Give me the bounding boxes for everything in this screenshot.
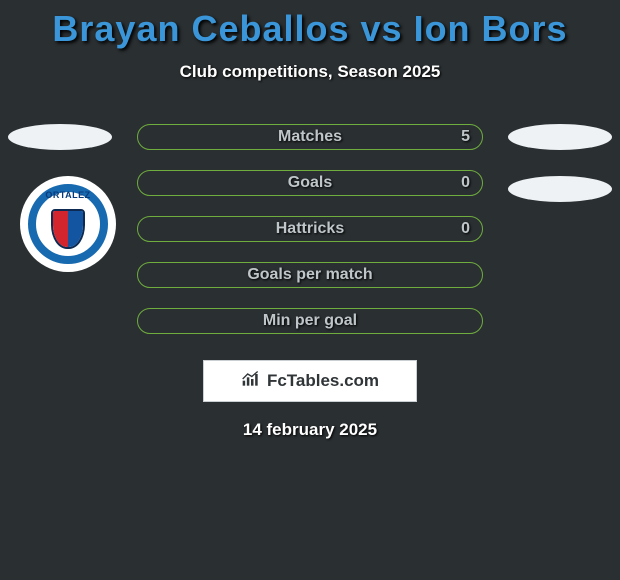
club-badge: ORTALEZ	[20, 176, 116, 272]
player-right-ellipse-1	[508, 124, 612, 150]
stat-label: Matches	[278, 128, 342, 146]
stat-bar-hattricks: Hattricks 0	[137, 216, 483, 242]
page-title: Brayan Ceballos vs Ion Bors	[0, 0, 620, 50]
subtitle: Club competitions, Season 2025	[0, 62, 620, 82]
badge-shield-icon	[51, 209, 85, 249]
date-label: 14 february 2025	[0, 420, 620, 440]
stat-value-right: 5	[461, 128, 470, 146]
stat-bar-matches: Matches 5	[137, 124, 483, 150]
chart-icon	[241, 370, 261, 393]
stat-bar-goals: Goals 0	[137, 170, 483, 196]
stat-label: Hattricks	[276, 220, 344, 238]
stat-label: Goals per match	[247, 266, 372, 284]
stat-value-right: 0	[461, 174, 470, 192]
stat-label: Min per goal	[263, 312, 357, 330]
content: ORTALEZ Matches 5 Goals 0 Hattricks 0 Go…	[0, 124, 620, 440]
brand-box: FcTables.com	[203, 360, 417, 402]
stat-bar-gpm: Goals per match	[137, 262, 483, 288]
stat-bars: Matches 5 Goals 0 Hattricks 0 Goals per …	[137, 124, 483, 334]
stat-value-right: 0	[461, 220, 470, 238]
stat-bar-mpg: Min per goal	[137, 308, 483, 334]
brand-text: FcTables.com	[267, 371, 379, 391]
stat-label: Goals	[288, 174, 332, 192]
player-right-ellipse-2	[508, 176, 612, 202]
badge-label: ORTALEZ	[45, 190, 90, 200]
player-left-ellipse	[8, 124, 112, 150]
